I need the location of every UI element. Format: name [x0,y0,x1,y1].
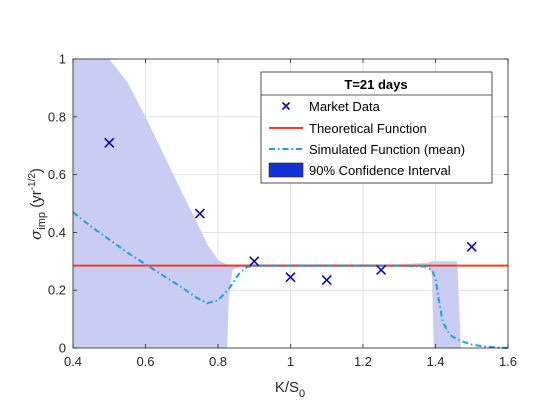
y-tick-label: 0 [59,341,66,356]
y-axis-label: σimp (yr-1/2) [27,168,48,240]
y-tick-label: 0.4 [48,225,66,240]
x-tick-label: 0.4 [64,354,82,369]
legend-market-marker [281,101,291,111]
y-axis-label-open: (yr [28,190,45,212]
legend-label-confidence: 90% Confidence Interval [309,163,451,178]
y-tick-label: 0.8 [48,109,66,124]
data-layer [72,59,509,349]
legend-confidence-swatch [268,162,304,178]
x-tick-label: 1.6 [499,354,517,369]
x-axis-label-main: K/S [275,379,299,396]
market-data-point [376,264,387,276]
legend-entry-market-data: Market Data [281,99,381,114]
legend-entry-simulated: Simulated Function (mean) [269,142,465,157]
legend-label-simulated: Simulated Function (mean) [309,142,465,157]
axis-ticks: 0.4 0.6 0.8 1 1.2 1.4 1.6 0 0.2 0.4 0.6 0.8 1 [48,52,517,370]
simulated-function-line [72,211,509,349]
market-data-point [466,241,477,252]
x-tick-label: 0.6 [136,354,154,369]
x-tick-label: 0.8 [209,354,227,369]
x-tick-label: 1.4 [426,354,444,369]
legend-entry-theoretical: Theoretical Function [269,121,427,136]
y-axis-label-subscript: imp [36,212,48,230]
y-tick-label: 0.2 [48,283,66,298]
y-axis-label-superscript: -1/2 [27,173,38,191]
legend-title: T=21 days [344,77,407,92]
legend: T=21 days Market Data Theoretical Functi… [260,71,493,184]
market-data-point [285,272,296,283]
market-data-point [249,256,260,267]
market-data-point [104,137,115,148]
x-tick-label: 1.2 [354,354,372,369]
y-tick-label: 1 [59,52,66,67]
y-tick-label: 0.6 [48,167,66,182]
x-axis-label-subscript: 0 [299,388,305,400]
legend-label-theoretical: Theoretical Function [309,121,427,136]
market-data-point [194,208,205,219]
market-data-point [321,275,332,286]
confidence-band [73,59,508,348]
y-axis-label-sigma: σ [27,229,45,240]
legend-entry-confidence: 90% Confidence Interval [268,162,451,178]
legend-label-market-data: Market Data [309,99,381,114]
svg-text:σimp (yr-1/2): σimp (yr-1/2) [27,168,48,240]
x-tick-label: 1 [287,354,294,369]
y-axis-label-close: ) [28,168,45,173]
x-axis-label: K/S0 [275,379,305,400]
